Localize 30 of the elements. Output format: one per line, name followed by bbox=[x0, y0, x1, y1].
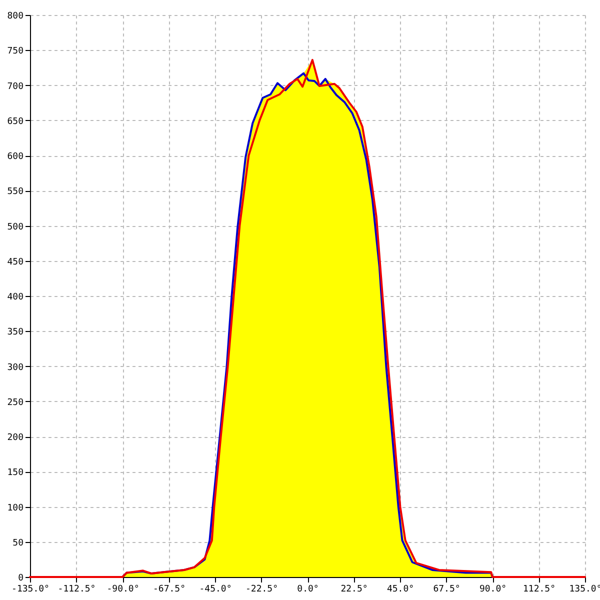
y-tick-label: 50 bbox=[12, 538, 24, 548]
y-tick-label: 200 bbox=[7, 433, 24, 443]
y-tick-label: 450 bbox=[7, 257, 24, 268]
x-tick-label: 67.5° bbox=[433, 584, 460, 594]
x-tick-label: -112.5° bbox=[58, 584, 96, 594]
y-tick-label: 550 bbox=[7, 187, 24, 198]
y-tick-label: 400 bbox=[7, 292, 24, 302]
x-tick-label: -135.0° bbox=[12, 584, 50, 594]
x-tick-label: -67.5° bbox=[152, 584, 186, 594]
x-tick-label: 90.0° bbox=[479, 584, 507, 594]
y-tick-label: 600 bbox=[7, 152, 24, 162]
x-tick-label: 135.0° bbox=[569, 584, 600, 594]
y-tick-label: 500 bbox=[7, 222, 24, 232]
x-tick-label: -90.0° bbox=[106, 584, 140, 594]
y-tick-label: 350 bbox=[7, 328, 24, 338]
y-tick-label: 250 bbox=[7, 398, 24, 408]
x-tick-label: -45.0° bbox=[199, 584, 232, 594]
x-tick-label: 22.5° bbox=[340, 584, 368, 594]
y-tick-label: 300 bbox=[7, 362, 24, 373]
y-tick-label: 700 bbox=[7, 82, 24, 92]
y-tick-label: 150 bbox=[7, 468, 24, 478]
y-tick-label: 100 bbox=[7, 503, 24, 514]
y-tick-label: 650 bbox=[7, 116, 24, 127]
y-tick-label: 0 bbox=[18, 574, 24, 584]
x-tick-label: 112.5° bbox=[522, 584, 556, 594]
x-tick-label: 0.0° bbox=[297, 584, 319, 594]
x-tick-label: 45.0° bbox=[386, 584, 414, 594]
x-tick-label: -22.5° bbox=[245, 584, 278, 594]
y-tick-label: 750 bbox=[7, 46, 24, 57]
y-tick-label: 800 bbox=[7, 12, 24, 22]
